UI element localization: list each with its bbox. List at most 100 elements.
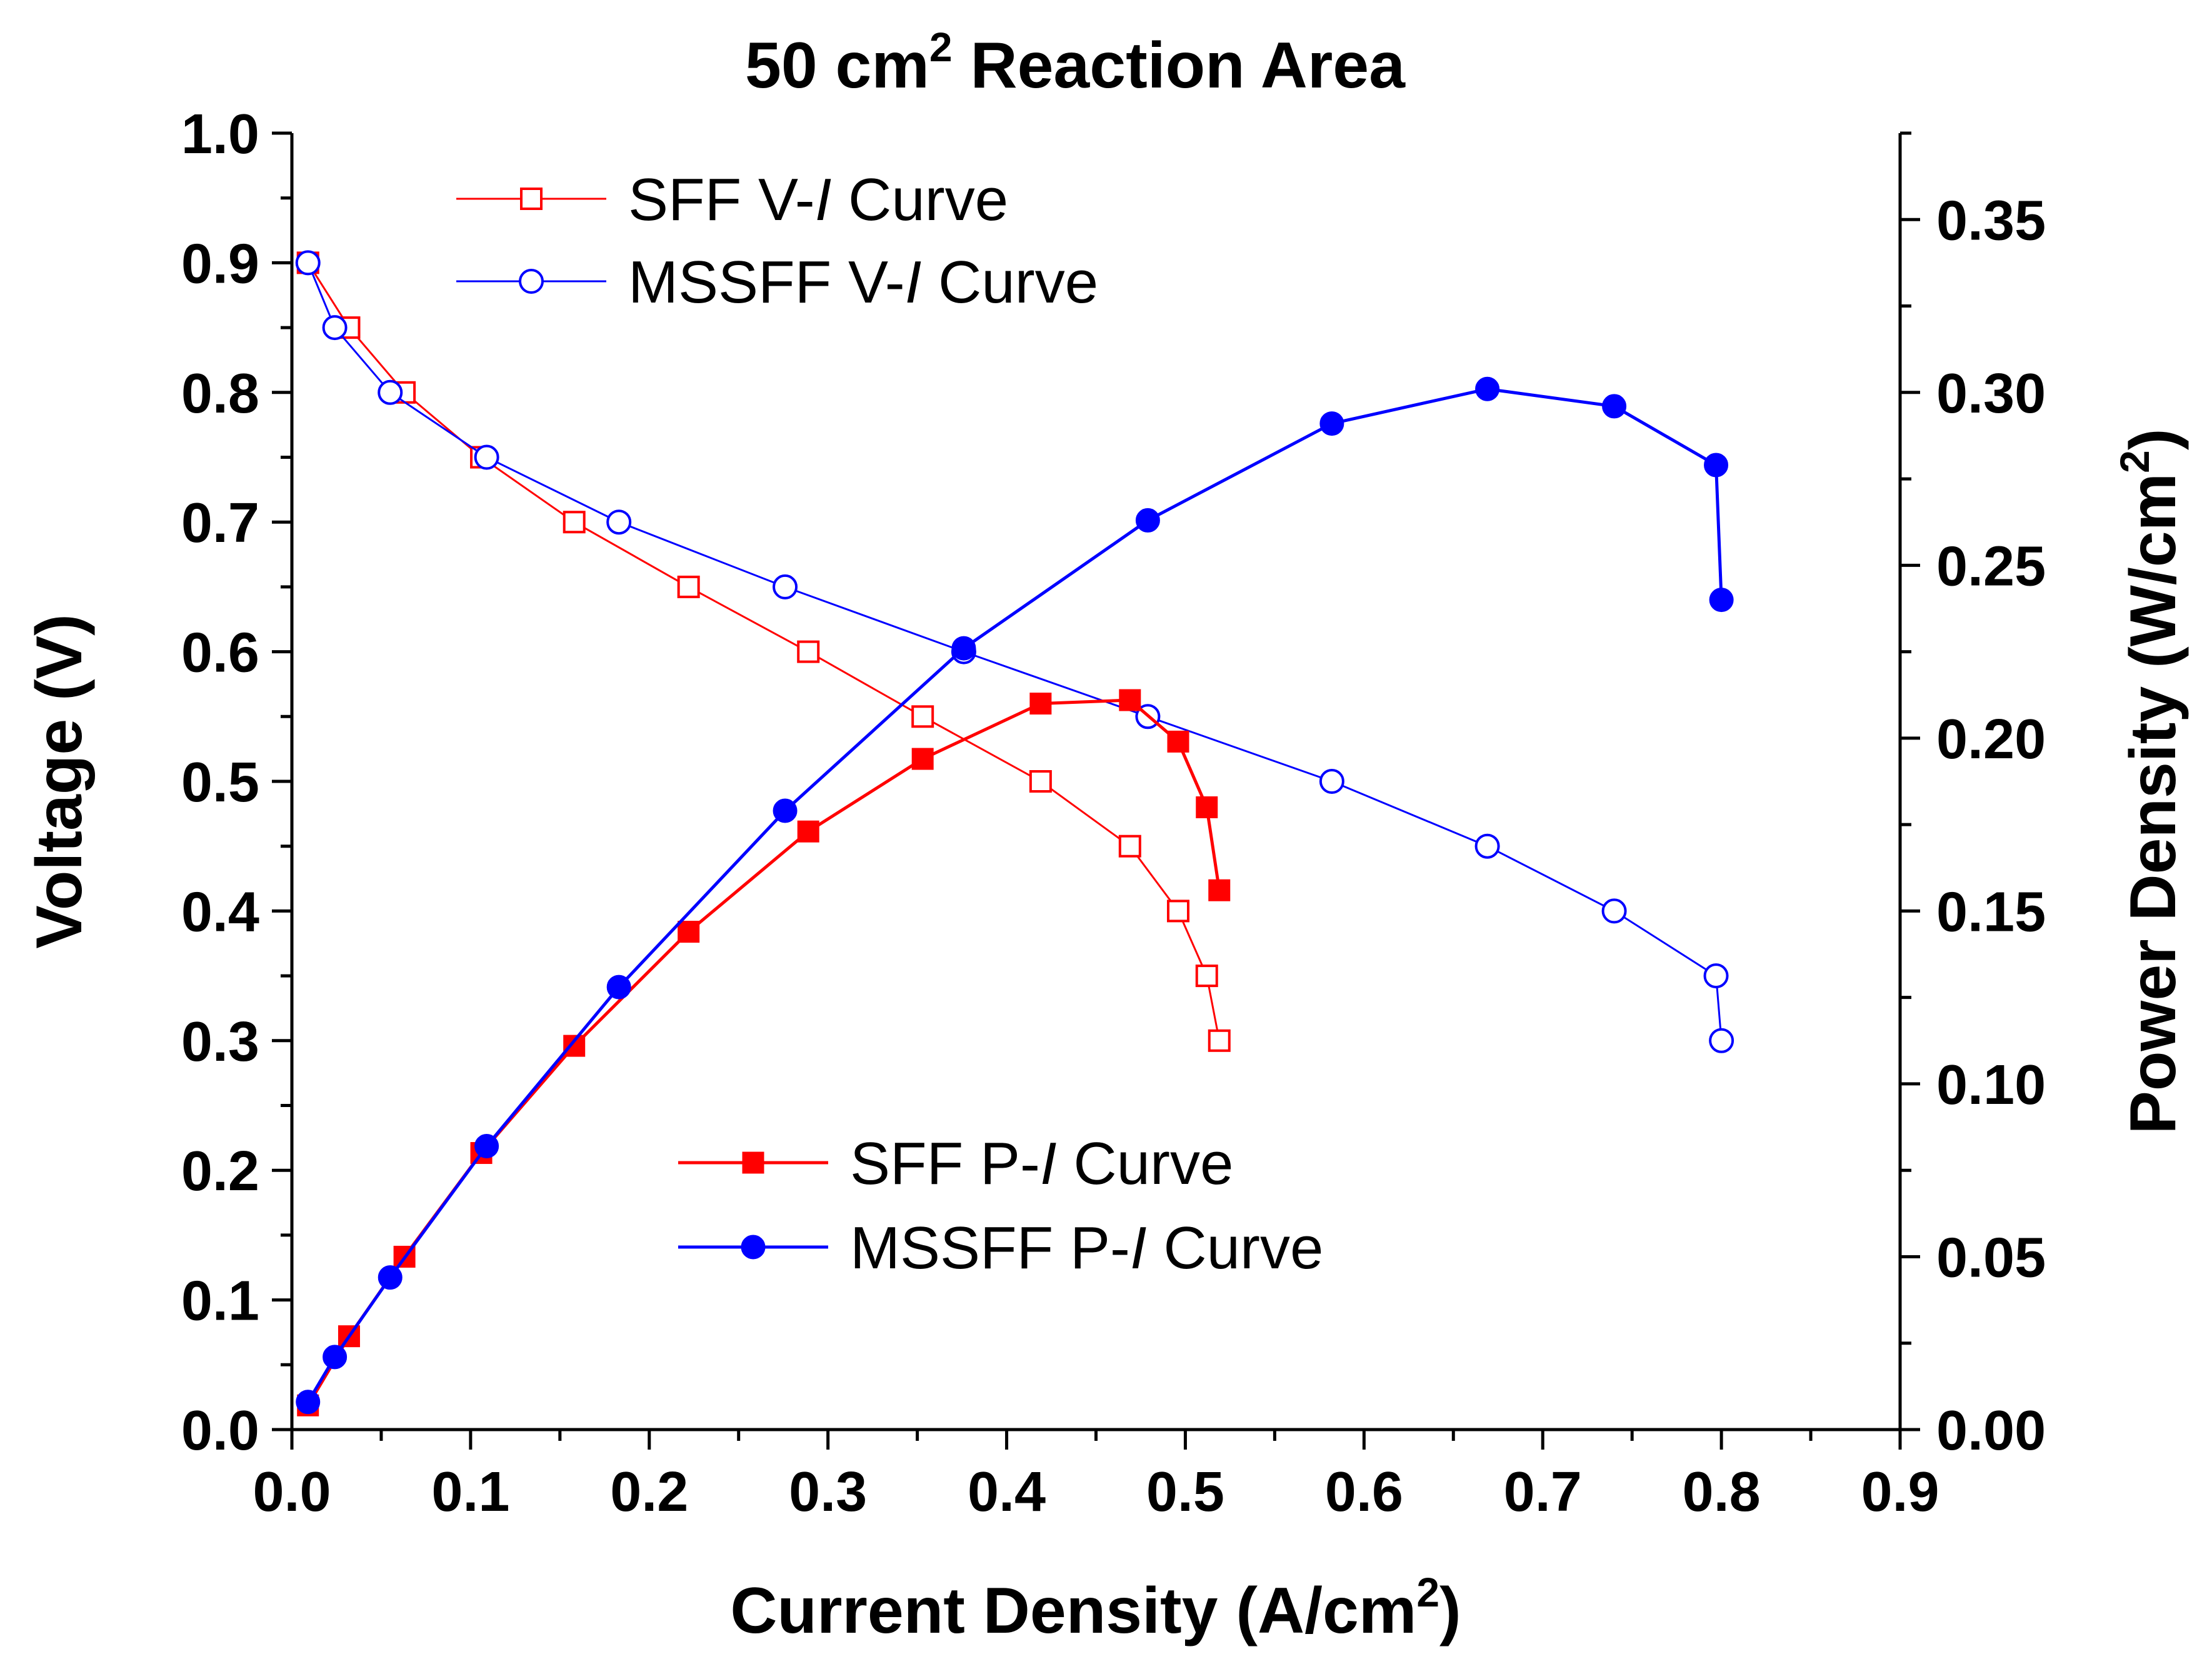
legend-item: MSSFF P-I Curve <box>678 1215 1323 1281</box>
y2-tick-label: 0.15 <box>1936 881 2046 943</box>
y2-tick-label: 0.10 <box>1936 1054 2046 1116</box>
legend-label-italic: I <box>1040 1130 1057 1197</box>
data-point <box>677 575 700 598</box>
legend-marker <box>742 1151 764 1174</box>
legend-label-italic: I <box>1130 1215 1147 1281</box>
data-point <box>606 509 632 535</box>
data-point <box>322 315 348 341</box>
data-point <box>1601 898 1627 924</box>
series-layer <box>295 250 1734 1416</box>
y2-axis-label-superscript: 2 <box>2111 450 2158 473</box>
data-point <box>1602 394 1627 419</box>
x-tick-label: 0.7 <box>1504 1461 1582 1523</box>
legend-label-italic: I <box>905 249 922 316</box>
x-tick-label: 0.5 <box>1146 1461 1224 1523</box>
x-axis-label-suffix: ) <box>1439 1575 1461 1647</box>
legend-label-suffix: Curve <box>1057 1130 1234 1197</box>
data-point <box>797 640 820 663</box>
legend-label-prefix: MSSFF P- <box>850 1215 1130 1281</box>
data-point <box>911 705 934 728</box>
x-tick-label: 0.4 <box>968 1461 1046 1523</box>
y2-tick-label: 0.25 <box>1936 535 2046 598</box>
legend-marker <box>520 188 543 210</box>
chart-title-superscript: 2 <box>929 24 953 70</box>
y2-tick-label: 0.35 <box>1936 189 2046 252</box>
y-tick-label: 0.1 <box>181 1270 259 1333</box>
y-tick-label: 0.5 <box>181 751 259 814</box>
legend-label: MSSFF P-I Curve <box>850 1215 1323 1281</box>
x-tick-label: 0.3 <box>789 1461 867 1523</box>
legend-label: SFF P-I Curve <box>850 1130 1233 1197</box>
data-point <box>323 1345 348 1370</box>
data-point <box>1029 693 1052 715</box>
legend-label-suffix: Curve <box>1147 1215 1324 1281</box>
y-tick-label: 0.4 <box>181 881 259 943</box>
y-tick-label: 0.3 <box>181 1011 259 1073</box>
series-line <box>307 262 1723 1041</box>
x-tick-label: 0.9 <box>1861 1461 1939 1523</box>
data-point <box>1208 1029 1231 1052</box>
y-tick-label: 0.8 <box>181 363 259 425</box>
data-point <box>1475 376 1500 401</box>
x-axis-label-main: Current Density (A/cm <box>730 1575 1416 1647</box>
data-point <box>563 511 586 534</box>
legend-marker <box>519 269 544 294</box>
data-point <box>563 1035 586 1057</box>
axis-tick-labels: 0.0 0.1 0.2 0.3 0.4 0.5 0.6 0.7 0.8 0.9 0.0 0.1 0.2 0… <box>181 103 2046 1523</box>
data-point <box>1709 1028 1734 1053</box>
y2-tick-label: 0.00 <box>1936 1400 2046 1462</box>
x-tick-label: 0.6 <box>1325 1461 1403 1523</box>
data-point <box>606 975 631 1000</box>
data-point <box>678 921 700 943</box>
x-tick-label: 0.0 <box>253 1461 331 1523</box>
data-point <box>1196 796 1218 818</box>
y2-axis-label: Power Density (W/cm2) <box>2111 429 2189 1135</box>
legend-label-suffix: Curve <box>831 166 1008 233</box>
legend-label-prefix: MSSFF V- <box>628 249 905 316</box>
x-axis-label-superscript: 2 <box>1416 1569 1439 1615</box>
legend-label-prefix: SFF P- <box>850 1130 1040 1197</box>
series-sff-v-i-curve <box>296 251 1231 1052</box>
axis-ticks <box>272 131 1920 1450</box>
legend-label-prefix: SFF V- <box>628 166 815 233</box>
data-point <box>474 1133 499 1158</box>
data-point <box>1119 689 1141 711</box>
series-line <box>307 262 1221 1041</box>
data-point <box>1029 770 1052 793</box>
data-point <box>911 748 934 770</box>
x-tick-label: 0.2 <box>610 1461 688 1523</box>
y-tick-label: 0.6 <box>181 622 259 684</box>
legend-marker <box>741 1235 766 1260</box>
legend-label: MSSFF V-I Curve <box>628 249 1098 316</box>
y2-tick-label: 0.30 <box>1936 363 2046 425</box>
legend-item: MSSFF V-I Curve <box>456 249 1098 316</box>
x-tick-label: 0.1 <box>431 1461 509 1523</box>
data-point <box>474 444 499 470</box>
data-point <box>797 820 819 843</box>
legend-label-suffix: Curve <box>921 249 1098 316</box>
data-point <box>773 798 798 823</box>
series-sff-p-i-curve <box>297 689 1231 1416</box>
x-axis-label: Current Density (A/cm2) <box>730 1569 1461 1647</box>
chart-title: 50 cm2 Reaction Area <box>745 24 1406 102</box>
data-point <box>378 379 403 405</box>
legend-item: SFF V-I Curve <box>456 166 1008 233</box>
series-line <box>306 698 1221 1406</box>
legend-label-italic: I <box>815 166 832 233</box>
data-point <box>1474 833 1500 859</box>
data-point <box>1709 588 1734 613</box>
y-tick-label: 0.2 <box>181 1140 259 1203</box>
y-tick-label: 1.0 <box>181 103 259 166</box>
y2-tick-label: 0.05 <box>1936 1226 2046 1289</box>
data-point <box>1319 769 1344 794</box>
y-tick-label: 0.0 <box>181 1400 259 1462</box>
y-axis-label: Voltage (V) <box>23 614 96 948</box>
series-mssff-v-i-curve <box>295 250 1734 1053</box>
x-tick-label: 0.8 <box>1683 1461 1761 1523</box>
data-point <box>1704 453 1729 478</box>
data-point <box>378 1265 403 1290</box>
data-point <box>951 636 976 661</box>
data-point <box>295 250 321 276</box>
